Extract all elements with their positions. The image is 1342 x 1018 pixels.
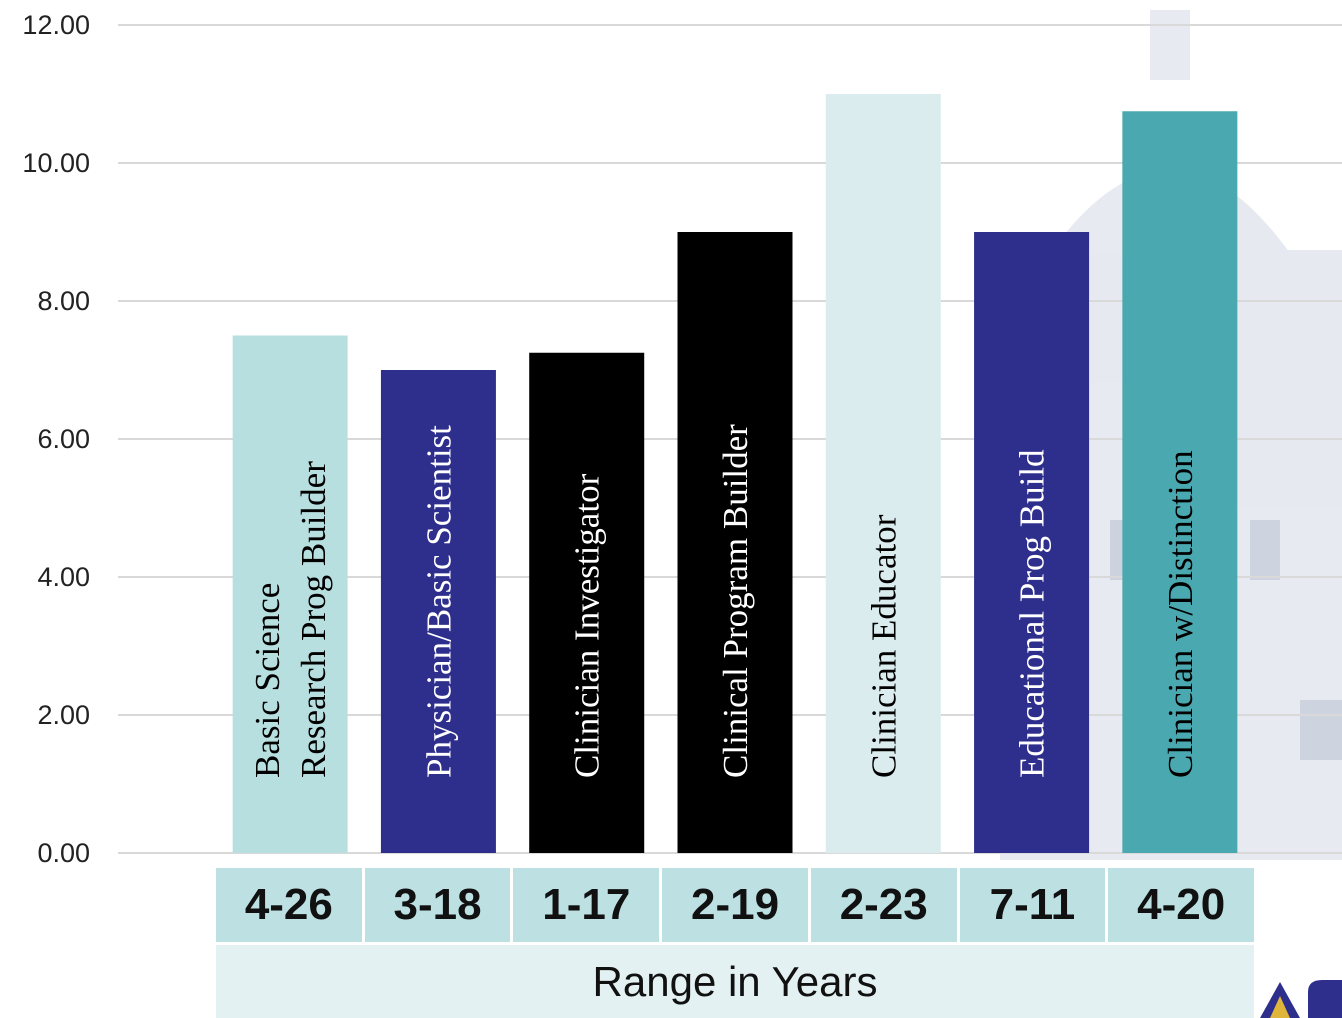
range-cell-2: 1-17 — [513, 868, 663, 942]
bar-0 — [232, 335, 348, 853]
range-cell-6: 4-20 — [1108, 868, 1255, 942]
y-tick-label: 6.00 — [37, 424, 90, 454]
range-cell-0: 4-26 — [216, 868, 365, 942]
bar-label-6: Clinician w/Distinction — [1161, 450, 1200, 778]
bar-label-1: Physician/Basic Scientist — [419, 425, 458, 778]
y-tick-label: 12.00 — [22, 10, 90, 40]
y-tick-label: 10.00 — [22, 148, 90, 178]
range-row: 4-26 3-18 1-17 2-19 2-23 7-11 4-20 — [216, 868, 1255, 942]
university-logo — [1260, 980, 1342, 1018]
y-tick-label: 4.00 — [37, 562, 90, 592]
bar-3 — [677, 232, 793, 853]
bar-4 — [825, 94, 941, 853]
bar-label-5: Educational Prog Build — [1013, 449, 1052, 778]
bar-6 — [1122, 111, 1238, 853]
y-tick-label: 0.00 — [37, 838, 90, 868]
bar-label-4: Clinician Educator — [864, 514, 903, 778]
range-cell-5: 7-11 — [959, 868, 1109, 942]
y-tick-label: 2.00 — [37, 700, 90, 730]
bar-2 — [529, 352, 645, 853]
range-cell-1: 3-18 — [364, 868, 514, 942]
range-cell-4: 2-23 — [810, 868, 960, 942]
bar-5 — [974, 232, 1090, 853]
x-axis-title: Range in Years — [216, 945, 1254, 1018]
range-cell-3: 2-19 — [662, 868, 811, 942]
bar-1 — [380, 370, 496, 853]
bar-label-2: Clinician Investigator — [568, 473, 607, 778]
bar-label-0: Basic Science — [248, 583, 287, 778]
bar-label-0: Research Prog Builder — [294, 461, 333, 778]
bar-label-3: Clinical Program Builder — [716, 424, 755, 778]
y-tick-label: 8.00 — [37, 286, 90, 316]
